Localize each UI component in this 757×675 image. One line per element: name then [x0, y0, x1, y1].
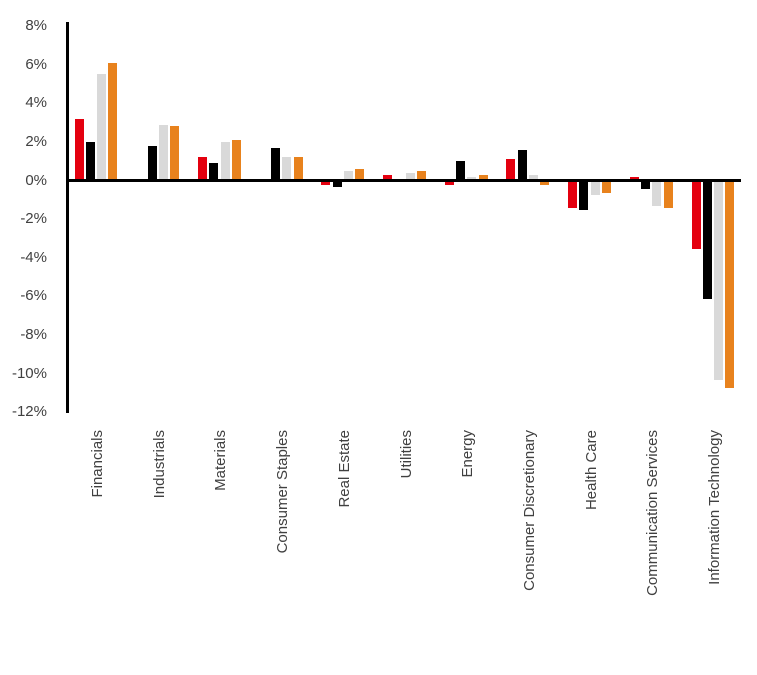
bar [405, 172, 415, 181]
x-axis-line [66, 179, 741, 182]
x-axis-category-label: Communication Services [644, 430, 662, 596]
bar [456, 161, 466, 181]
bar [416, 170, 426, 181]
bar [282, 157, 292, 181]
bar [355, 168, 365, 181]
bar [517, 149, 527, 181]
x-axis-category-label: Materials [212, 430, 230, 491]
bar [383, 174, 393, 181]
y-axis-tick-label: 4% [25, 94, 47, 112]
bar [579, 180, 589, 210]
bar [270, 147, 280, 181]
bar [220, 141, 230, 181]
bar [529, 174, 539, 181]
y-axis-line [66, 22, 69, 413]
bar [641, 180, 651, 189]
bar [652, 180, 662, 206]
bar [714, 180, 724, 380]
bar [231, 139, 241, 181]
bar [444, 180, 454, 185]
bar [108, 62, 118, 181]
bar [629, 176, 639, 181]
x-axis-category-label: Consumer Staples [274, 430, 292, 554]
x-axis-category-label: Utilities [397, 430, 415, 479]
x-axis-category-label: Industrials [150, 430, 168, 499]
y-axis-tick-label: -2% [20, 210, 47, 228]
x-axis-category-label: Real Estate [335, 430, 353, 508]
bar [158, 124, 168, 181]
y-axis-tick-label: -6% [20, 287, 47, 305]
x-axis-category-label: Health Care [582, 430, 600, 511]
bar [467, 176, 477, 181]
y-axis-tick-label: -10% [11, 364, 47, 382]
bar [702, 180, 712, 299]
bar [343, 170, 353, 181]
bar [85, 141, 95, 181]
bar [506, 159, 516, 181]
bar [568, 180, 578, 208]
y-axis-tick-label: 0% [25, 171, 47, 189]
bar [74, 118, 84, 181]
x-axis-category-label: Consumer Discretionary [520, 430, 538, 591]
bar [478, 174, 488, 181]
bar [691, 180, 701, 249]
bar [590, 180, 600, 195]
y-axis-tick-label: 6% [25, 55, 47, 73]
x-axis-category-label: Financials [89, 430, 106, 498]
x-axis-category-label: Energy [459, 430, 477, 478]
bar [602, 180, 612, 193]
y-axis-tick-label: -4% [20, 248, 47, 266]
y-axis-tick-label: -8% [20, 325, 47, 343]
bar [321, 180, 331, 185]
bar [97, 74, 107, 181]
bar [147, 145, 157, 181]
bar [293, 157, 303, 181]
bar [332, 180, 342, 187]
y-axis-tick-label: 2% [25, 132, 47, 150]
y-axis-tick-label: 8% [25, 17, 47, 35]
y-axis-tick-label: -12% [11, 403, 47, 421]
bar [170, 126, 180, 181]
bar [540, 180, 550, 185]
bar [725, 180, 735, 388]
bar [197, 157, 207, 181]
bar [663, 180, 673, 208]
x-axis-category-label: Information Technology [706, 430, 723, 585]
bar [209, 163, 219, 181]
